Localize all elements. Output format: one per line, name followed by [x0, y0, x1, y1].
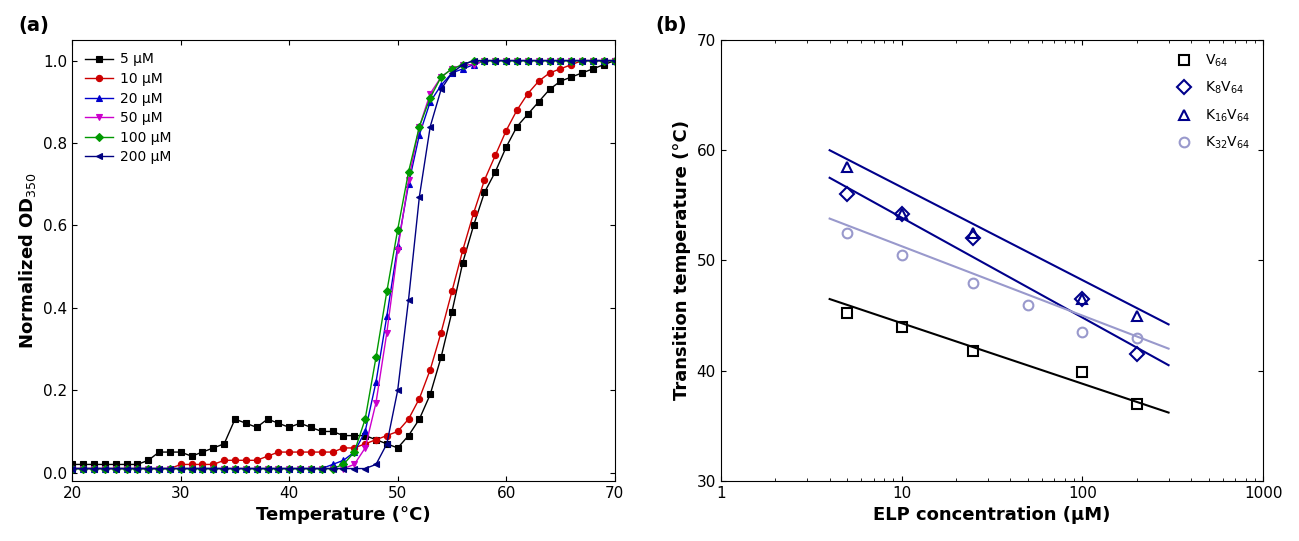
- K$_{8}$V$_{64}$: [894, 211, 909, 217]
- 50 μM: [607, 57, 622, 64]
- 200 μM: [227, 465, 243, 472]
- K$_{8}$V$_{64}$: [839, 191, 855, 197]
- 10 μM: [184, 461, 200, 467]
- 100 μM: [607, 57, 622, 64]
- 10 μM: [607, 57, 622, 64]
- K$_{16}$V$_{64}$: [839, 163, 855, 170]
- 100 μM: [184, 465, 200, 472]
- K$_{32}$V$_{64}$: [1129, 334, 1144, 341]
- Y-axis label: Normalized OD$_{350}$: Normalized OD$_{350}$: [17, 172, 38, 349]
- K$_{16}$V$_{64}$: [894, 211, 909, 217]
- 5 μM: [238, 420, 253, 426]
- 5 μM: [65, 461, 81, 467]
- Text: (b): (b): [656, 16, 687, 35]
- 10 μM: [455, 247, 470, 253]
- K$_{32}$V$_{64}$: [965, 279, 981, 286]
- Line: K$_{32}$V$_{64}$: K$_{32}$V$_{64}$: [842, 228, 1142, 342]
- 10 μM: [596, 57, 612, 64]
- 200 μM: [65, 465, 81, 472]
- 20 μM: [227, 465, 243, 472]
- Line: 50 μM: 50 μM: [69, 57, 618, 472]
- 200 μM: [607, 57, 622, 64]
- 20 μM: [238, 465, 253, 472]
- 5 μM: [227, 416, 243, 423]
- K$_{8}$V$_{64}$: [965, 235, 981, 242]
- V$_{64}$: [839, 310, 855, 316]
- 5 μM: [422, 391, 438, 398]
- 50 μM: [596, 57, 612, 64]
- 50 μM: [238, 465, 253, 472]
- Line: 200 μM: 200 μM: [69, 57, 618, 472]
- Line: 100 μM: 100 μM: [69, 57, 618, 472]
- 20 μM: [607, 57, 622, 64]
- Line: 5 μM: 5 μM: [69, 57, 618, 467]
- K$_{32}$V$_{64}$: [839, 229, 855, 236]
- Line: 20 μM: 20 μM: [69, 57, 618, 472]
- K$_{16}$V$_{64}$: [1074, 296, 1090, 302]
- 20 μM: [422, 98, 438, 105]
- V$_{64}$: [894, 324, 909, 330]
- Line: K$_{8}$V$_{64}$: K$_{8}$V$_{64}$: [842, 189, 1142, 359]
- 100 μM: [238, 465, 253, 472]
- 50 μM: [65, 465, 81, 472]
- Line: V$_{64}$: V$_{64}$: [842, 308, 1142, 408]
- 5 μM: [596, 62, 612, 68]
- X-axis label: Temperature (°C): Temperature (°C): [256, 506, 431, 524]
- 200 μM: [184, 465, 200, 472]
- 100 μM: [422, 95, 438, 101]
- 20 μM: [596, 57, 612, 64]
- 20 μM: [65, 465, 81, 472]
- K$_{32}$V$_{64}$: [894, 252, 909, 258]
- 10 μM: [574, 57, 590, 64]
- 50 μM: [227, 465, 243, 472]
- 50 μM: [455, 62, 470, 68]
- 200 μM: [238, 465, 253, 472]
- Text: (a): (a): [18, 16, 49, 35]
- 5 μM: [455, 259, 470, 266]
- 200 μM: [422, 123, 438, 130]
- 50 μM: [184, 465, 200, 472]
- 5 μM: [184, 453, 200, 459]
- 50 μM: [422, 90, 438, 97]
- 100 μM: [596, 57, 612, 64]
- 20 μM: [184, 465, 200, 472]
- K$_{32}$V$_{64}$: [1074, 329, 1090, 335]
- 5 μM: [607, 57, 622, 64]
- Legend: V$_{64}$, K$_{8}$V$_{64}$, K$_{16}$V$_{64}$, K$_{32}$V$_{64}$: V$_{64}$, K$_{8}$V$_{64}$, K$_{16}$V$_{6…: [1168, 47, 1256, 157]
- V$_{64}$: [965, 348, 981, 354]
- 100 μM: [65, 465, 81, 472]
- 200 μM: [596, 57, 612, 64]
- 10 μM: [422, 366, 438, 373]
- 200 μM: [466, 57, 482, 64]
- 50 μM: [477, 57, 492, 64]
- 100 μM: [466, 57, 482, 64]
- V$_{64}$: [1129, 400, 1144, 407]
- 20 μM: [455, 65, 470, 72]
- Y-axis label: Transition temperature (°C): Transition temperature (°C): [673, 121, 691, 400]
- Legend: 5 μM, 10 μM, 20 μM, 50 μM, 100 μM, 200 μM: 5 μM, 10 μM, 20 μM, 50 μM, 100 μM, 200 μ…: [79, 47, 177, 170]
- Line: K$_{16}$V$_{64}$: K$_{16}$V$_{64}$: [842, 162, 1142, 320]
- K$_{8}$V$_{64}$: [1129, 351, 1144, 358]
- K$_{16}$V$_{64}$: [1129, 312, 1144, 319]
- X-axis label: ELP concentration (μM): ELP concentration (μM): [873, 506, 1111, 524]
- 10 μM: [227, 457, 243, 464]
- V$_{64}$: [1074, 368, 1090, 375]
- 20 μM: [477, 57, 492, 64]
- K$_{32}$V$_{64}$: [1020, 301, 1035, 308]
- 10 μM: [65, 465, 81, 472]
- 100 μM: [455, 62, 470, 68]
- 200 μM: [455, 62, 470, 68]
- K$_{8}$V$_{64}$: [1074, 296, 1090, 302]
- K$_{16}$V$_{64}$: [965, 229, 981, 236]
- 10 μM: [238, 457, 253, 464]
- 100 μM: [227, 465, 243, 472]
- Line: 10 μM: 10 μM: [69, 57, 618, 472]
